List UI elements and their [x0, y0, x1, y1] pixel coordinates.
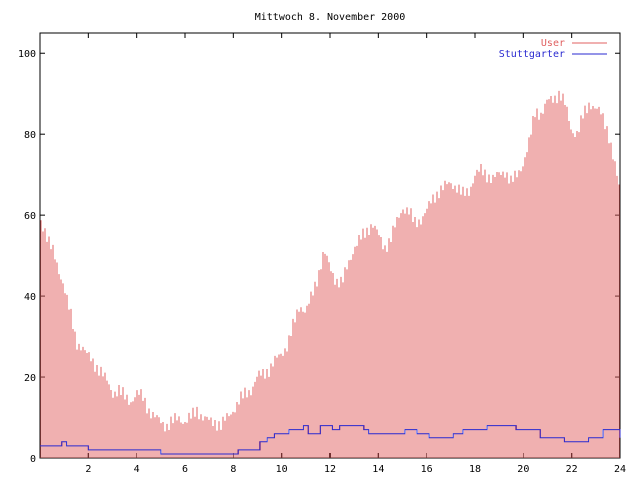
- chart-title: Mittwoch 8. November 2000: [255, 12, 406, 23]
- y-tick-label: 0: [30, 454, 36, 465]
- y-tick-label: 20: [24, 373, 36, 384]
- x-tick-label: 10: [276, 464, 288, 475]
- y-tick-label: 40: [24, 292, 36, 303]
- y-tick-label: 60: [24, 211, 36, 222]
- x-tick-label: 4: [134, 464, 140, 475]
- x-tick-label: 24: [614, 464, 626, 475]
- x-tick-label: 6: [182, 464, 188, 475]
- x-tick-label: 16: [421, 464, 433, 475]
- y-tick-label: 80: [24, 130, 36, 141]
- user-series: [40, 90, 620, 458]
- x-tick-label: 14: [372, 464, 384, 475]
- x-tick-label: 20: [517, 464, 529, 475]
- x-tick-label: 22: [566, 464, 578, 475]
- legend: User Stuttgarter: [499, 38, 607, 60]
- y-tick-label: 100: [18, 49, 36, 60]
- stuttgarter-line: [40, 425, 621, 455]
- x-tick-label: 2: [85, 464, 91, 475]
- stuttgarter-series: [40, 425, 621, 455]
- x-tick-label: 8: [230, 464, 236, 475]
- x-tick-label: 18: [469, 464, 481, 475]
- legend-label-user: User: [541, 38, 565, 49]
- legend-label-stuttgarter: Stuttgarter: [499, 49, 565, 60]
- x-tick-label: 12: [324, 464, 336, 475]
